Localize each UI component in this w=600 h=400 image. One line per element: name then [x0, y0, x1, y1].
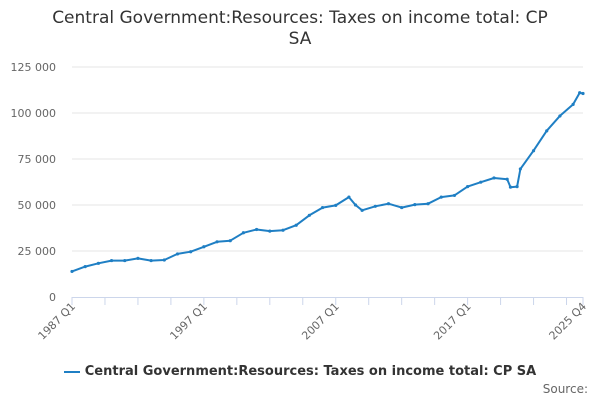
- y-tick-label: 25 000: [18, 245, 57, 258]
- data-point: [123, 258, 127, 263]
- data-point: [360, 208, 364, 212]
- x-tick-label: 2017 Q1: [431, 300, 474, 343]
- data-point: [268, 229, 272, 233]
- data-point: [386, 202, 391, 206]
- data-point: [518, 167, 522, 171]
- data-point: [400, 205, 404, 210]
- data-point: [202, 245, 206, 249]
- data-point: [515, 185, 519, 189]
- chart-title: Central Government:Resources: Taxes on i…: [52, 8, 548, 49]
- y-tick-label: 100 000: [11, 107, 57, 120]
- x-tick-label: 2025 Q4: [547, 300, 590, 343]
- data-point: [558, 114, 562, 118]
- data-point: [347, 195, 351, 199]
- data-point: [492, 176, 496, 180]
- data-point: [531, 149, 536, 153]
- data-point: [505, 177, 509, 181]
- data-point: [545, 129, 549, 133]
- data-point: [373, 204, 377, 208]
- y-tick-label: 125 000: [11, 61, 57, 74]
- data-point: [508, 185, 513, 189]
- data-point: [452, 193, 457, 198]
- data-point: [70, 269, 74, 274]
- data-point: [413, 203, 417, 207]
- x-tick-label: 1987 Q1: [36, 300, 79, 343]
- legend-item[interactable]: Central Government:Resources: Taxes on i…: [0, 364, 600, 379]
- data-point: [479, 180, 483, 184]
- data-point: [149, 258, 153, 263]
- data-point: [189, 250, 193, 254]
- data-point: [578, 91, 582, 95]
- data-point: [175, 252, 180, 256]
- data-point: [109, 258, 114, 263]
- data-point: [426, 202, 430, 206]
- data-point: [353, 203, 358, 207]
- data-point: [571, 102, 575, 106]
- data-point: [255, 227, 259, 232]
- data-point: [334, 203, 338, 207]
- data-point: [307, 213, 311, 217]
- data-point: [439, 195, 443, 199]
- y-tick-label: 50 000: [18, 199, 57, 212]
- data-point: [162, 258, 166, 262]
- data-point: [83, 265, 87, 269]
- data-point: [215, 240, 219, 244]
- source-label: Source:: [542, 382, 588, 396]
- data-point: [281, 228, 285, 232]
- data-point: [241, 231, 246, 235]
- y-tick-label: 75 000: [18, 153, 57, 166]
- y-tick-label: 0: [49, 291, 56, 304]
- data-point: [581, 91, 585, 96]
- data-point: [466, 185, 470, 189]
- data-point: [320, 205, 325, 210]
- legend-label: Central Government:Resources: Taxes on i…: [84, 364, 537, 379]
- data-point: [96, 261, 100, 265]
- x-tick-label: 1997 Q1: [167, 300, 210, 343]
- data-point: [294, 223, 298, 227]
- data-point: [228, 239, 232, 243]
- legend-swatch: [63, 370, 80, 373]
- x-tick-label: 2007 Q1: [299, 300, 342, 343]
- data-point: [136, 256, 140, 260]
- series-line: [71, 91, 584, 273]
